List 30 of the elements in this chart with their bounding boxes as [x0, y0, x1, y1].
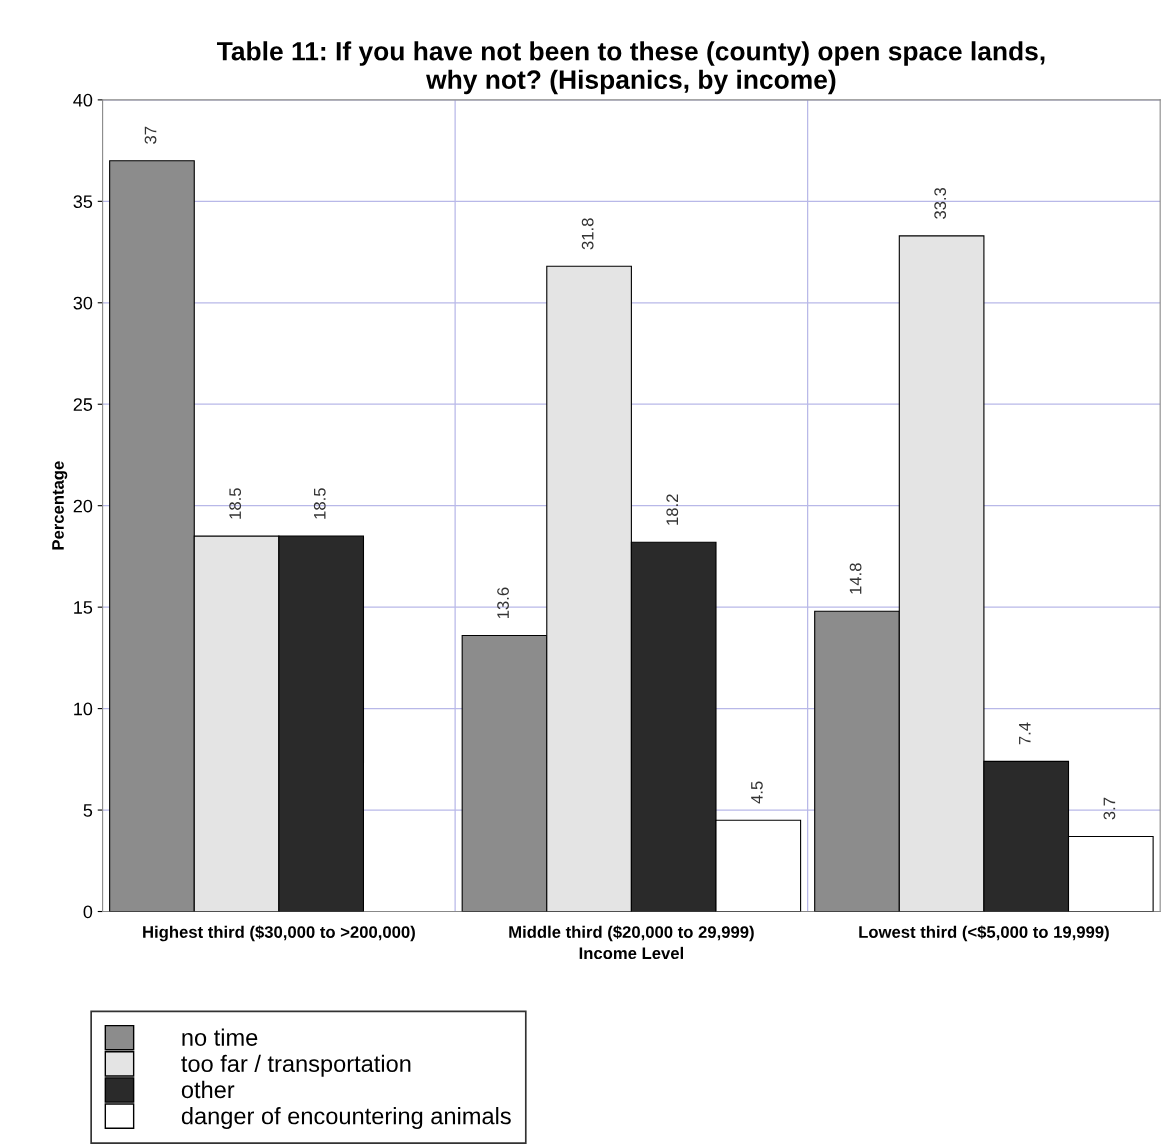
y-tick-label: 35 [73, 195, 93, 209]
legend-label: no time [182, 1028, 258, 1046]
data-label: 4.5 [751, 781, 763, 804]
y-tick-label: 15 [74, 601, 93, 614]
legend-label: too far / transportation [181, 1054, 411, 1077]
y-tick-label: 10 [74, 702, 93, 716]
x-axis-title: Income Level [579, 946, 684, 960]
data-label: 33.3 [934, 187, 947, 219]
x-tick-label: Middle third ($20,000 to 29,999) [509, 925, 754, 942]
y-axis-title: Percentage [52, 461, 68, 550]
chart-title: Table 11: If you have not been to these (county) open space lands, why not? (Hispanics, by income) [216, 41, 1045, 95]
x-tick-label: Lowest third (<$5,000 to 19,999) [859, 925, 1109, 942]
y-tick-label: 20 [73, 499, 93, 513]
data-label: 14.8 [849, 563, 862, 594]
y-tick-label: 0 [83, 905, 93, 919]
data-label: 31.8 [581, 218, 594, 250]
y-tick-label: 5 [83, 804, 93, 817]
legend-label: other [181, 1080, 235, 1099]
legend-label: danger of encountering animals [181, 1107, 511, 1130]
data-label: 37 [144, 126, 157, 144]
data-label: 18.5 [313, 488, 326, 519]
data-label: 7.4 [1019, 722, 1031, 745]
data-label: 18.2 [666, 494, 679, 525]
data-label: 18.5 [229, 488, 242, 519]
data-label: 13.6 [497, 587, 509, 619]
y-tick-label: 25 [73, 398, 93, 411]
x-tick-label: Highest third ($30,000 to >200,000) [143, 925, 415, 942]
y-tick-label: 40 [73, 93, 93, 107]
data-label: 3.7 [1103, 797, 1116, 820]
y-tick-label: 30 [73, 296, 93, 310]
